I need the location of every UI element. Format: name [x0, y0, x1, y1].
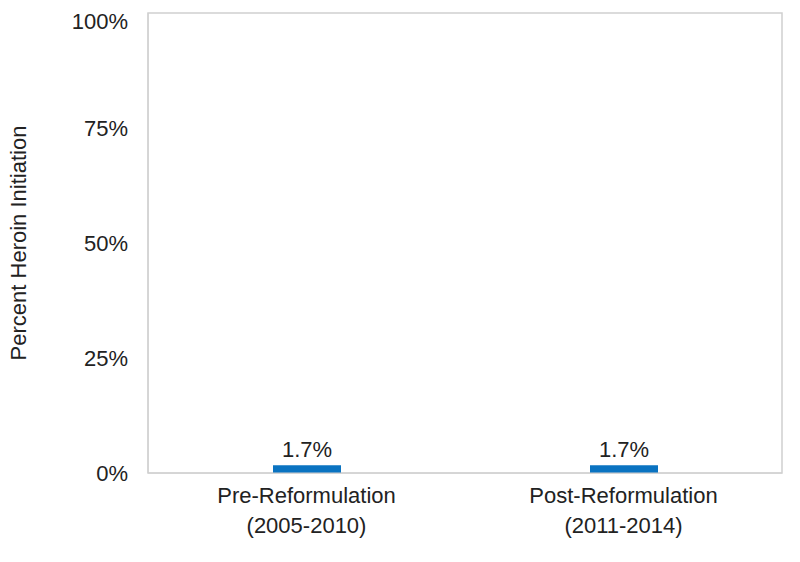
svg-text:Post-Reformulation: Post-Reformulation: [529, 483, 717, 508]
svg-text:1.7%: 1.7%: [599, 437, 649, 462]
svg-text:50%: 50%: [84, 231, 128, 256]
svg-text:25%: 25%: [84, 346, 128, 371]
svg-text:100%: 100%: [72, 9, 128, 34]
svg-text:1.7%: 1.7%: [282, 437, 332, 462]
svg-text:Percent Heroin Initiation: Percent Heroin Initiation: [8, 126, 31, 361]
svg-text:(2005-2010): (2005-2010): [247, 513, 367, 538]
svg-text:Pre-Reformulation: Pre-Reformulation: [217, 483, 396, 508]
svg-text:(2011-2014): (2011-2014): [564, 513, 682, 538]
svg-text:75%: 75%: [84, 116, 128, 141]
svg-text:0%: 0%: [96, 461, 128, 486]
